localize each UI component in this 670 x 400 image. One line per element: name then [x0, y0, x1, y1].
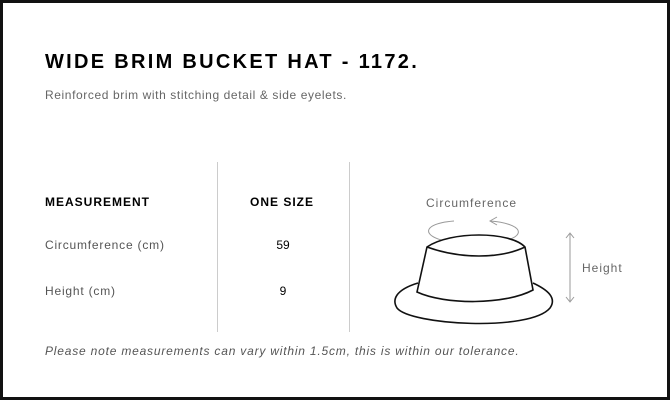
divider	[217, 162, 218, 332]
height-label: Height	[582, 261, 623, 275]
product-title: WIDE BRIM BUCKET HAT - 1172.	[45, 51, 420, 73]
product-subtitle: Reinforced brim with stitching detail & …	[45, 88, 347, 102]
row-label-circumference: Circumference (cm)	[45, 238, 165, 252]
divider	[349, 162, 350, 332]
tolerance-note: Please note measurements can vary within…	[45, 344, 520, 358]
hat-icon	[394, 234, 554, 325]
header-one-size: ONE SIZE	[250, 195, 315, 209]
height-arrow-icon	[565, 232, 575, 303]
row-value-circumference: 59	[276, 238, 290, 252]
row-value-height: 9	[279, 284, 287, 298]
header-measurement: MEASUREMENT	[45, 195, 151, 209]
circumference-label: Circumference	[426, 196, 518, 210]
row-label-height: Height (cm)	[45, 284, 116, 298]
